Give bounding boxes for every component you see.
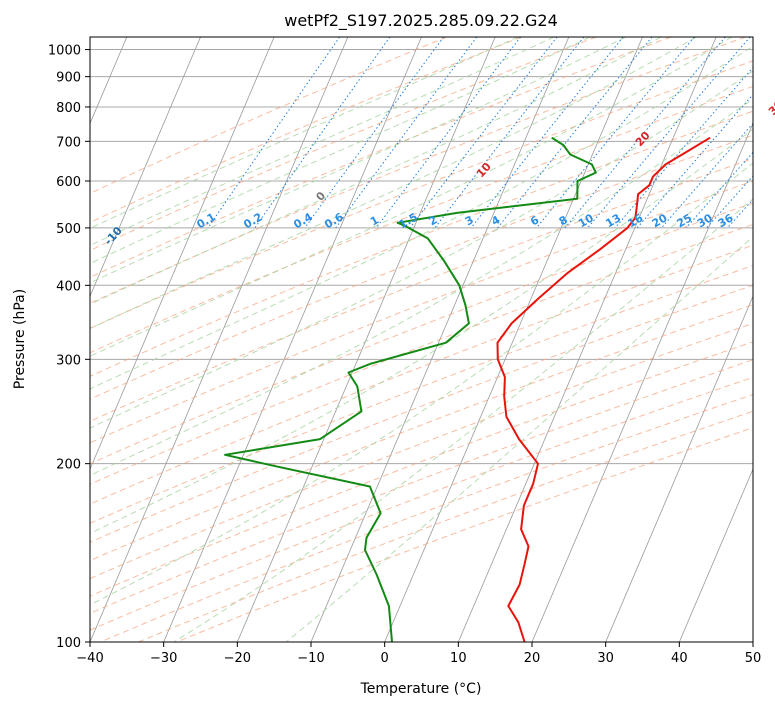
dry-adiabat-line [90,180,753,444]
dry-adiabat-line [90,244,753,505]
dry-adiabat-line [90,85,753,354]
x-axis: −40 −30 −20 −10 0 10 20 30 40 50 [76,642,761,666]
mixing-ratio-line [434,37,585,229]
moist-adiabat-line [90,162,753,606]
y-tick-label: 300 [56,353,81,368]
mixing-ratio-label: 6 [528,213,541,228]
dry-adiabat-line [90,37,746,304]
mixing-ratio-label: 1 [368,213,381,228]
y-tick-label: 700 [56,135,81,150]
moist-adiabat-line [90,45,753,390]
x-tick-label: −40 [76,651,103,666]
y-tick-label: 900 [56,71,81,86]
x-tick-label: 10 [450,651,467,666]
mixing-ratio-line [304,37,445,229]
dry-adiabat-line [176,427,753,642]
moist-adiabat-line [90,70,753,429]
x-tick-label: −30 [150,651,177,666]
dry-adiabat-line [90,202,753,465]
moist-adiabat-line [90,37,626,284]
y-tick-label: 800 [56,101,81,116]
dry-adiabat-line [90,37,447,195]
dry-adiabat-line [100,394,753,642]
dry-adiabat-line [90,134,753,400]
moist-adiabat-line [90,37,732,357]
y-tick-label: 200 [56,458,81,473]
mixing-ratio-label: 3 [463,213,476,228]
isotherm-line [90,37,201,298]
y-tick-label: 1000 [48,44,81,59]
mixing-ratio-line [254,37,391,229]
moist-adiabat-line [90,98,753,476]
isotherm-line [384,37,643,642]
isopleth-labels: -100-90-80-70-60-50-40-30-20-10010203040… [102,98,775,248]
dry-adiabat-line [90,60,753,329]
x-tick-label: −20 [224,651,251,666]
y-tick-label: 500 [56,222,81,237]
moist-adiabat-line [90,128,753,534]
moist-adiabat-line [90,37,519,230]
dry-adiabat-line [90,110,753,377]
temperature-profile-line [496,136,711,642]
moist-adiabat-label: 20 [633,129,653,149]
isotherm-line [752,640,753,642]
x-tick-label: 20 [524,651,541,666]
isotherm-line [90,37,349,642]
mixing-ratio-line [685,151,753,229]
plot-frame [89,36,754,643]
moist-adiabat-line [90,37,591,264]
dry-adiabat-line [90,284,753,543]
dry-adiabat-line [90,37,597,252]
x-axis-title: Temperature (°C) [360,681,482,697]
dry-adiabat-line [90,341,753,597]
mixing-ratio-line [335,37,478,229]
isotherm-line [90,37,275,471]
mixing-ratio-line [564,37,726,229]
y-axis: 100 200 300 400 500 600 700 800 900 1000 [48,44,90,651]
isotherm-line [678,468,753,642]
dry-adiabat-line [90,304,753,562]
moist-adiabat-label: 0 [313,189,328,204]
x-tick-label: 0 [381,651,389,666]
mixing-ratio-line [470,37,624,229]
mixing-ratio-line [409,37,558,229]
isotherm-line [605,295,753,642]
y-axis-title: Pressure (hPa) [12,289,28,389]
mixing-ratio-line [636,93,753,229]
mixing-ratio-line [536,37,695,229]
x-tick-label: 30 [597,651,614,666]
dry-adiabat-line [90,223,753,485]
moist-adiabat-line [90,37,662,305]
mixing-ratio-line [207,37,341,229]
moist-adiabat-line [90,37,555,247]
mixing-ratio-label: 4 [489,213,502,228]
y-tick-label: 100 [56,636,81,651]
moist-adiabat-line [90,37,697,329]
moist-adiabat-line [173,198,753,642]
dry-adiabat-line [90,37,522,224]
y-tick-label: 400 [56,279,81,294]
y-tick-label: 600 [56,175,81,190]
isotherm-line [236,37,496,642]
x-tick-label: 50 [745,651,762,666]
dry-adiabat-line [90,376,753,631]
isotherm-line [457,37,717,642]
mixing-ratio-line [727,198,753,229]
dewpoint-profile-line [224,136,597,642]
x-tick-label: −10 [297,651,324,666]
dry-adiabat-line [90,265,753,524]
background-lines [90,37,753,642]
mixing-ratio-line [497,37,653,229]
mixing-ratio-line [375,37,521,229]
x-tick-label: 40 [671,651,688,666]
series-layer [224,136,711,642]
dry-adiabat-line [90,157,753,422]
dry-adiabat-line [90,322,753,580]
dry-adiabat-line [90,359,753,614]
moist-adiabat-label: 30 [766,98,775,118]
isotherm-line [163,37,422,642]
mixing-ratio-line [661,122,753,229]
chart-title: wetPf2_S197.2025.285.09.22.G24 [284,11,558,31]
